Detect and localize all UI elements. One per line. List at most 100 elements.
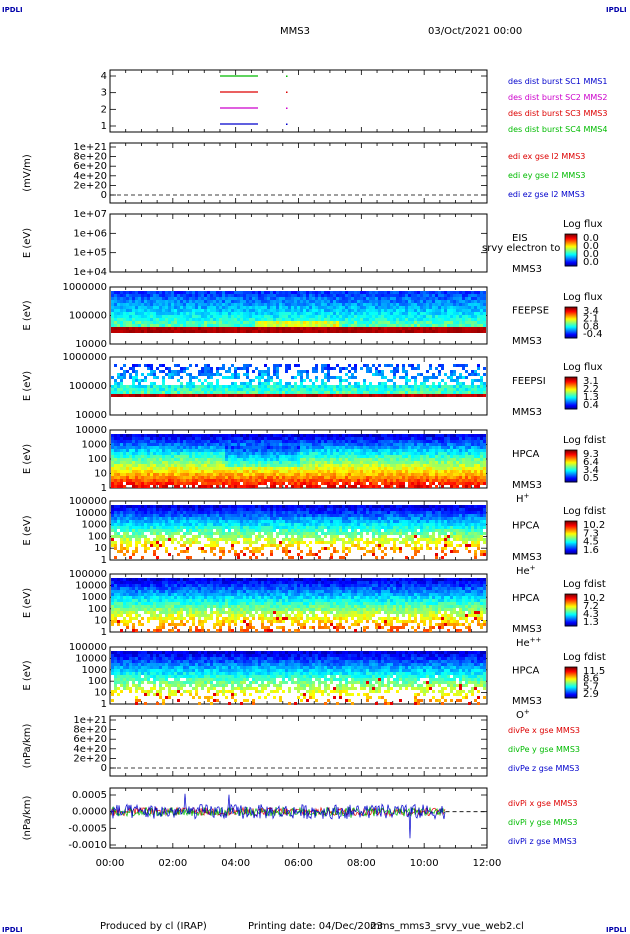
heatmap-cell <box>312 385 315 388</box>
heatmap-cell <box>465 297 468 300</box>
heatmap-cell <box>441 327 444 330</box>
heatmap-cell <box>450 306 453 309</box>
heatmap-cell <box>234 315 237 318</box>
heatmap-cell <box>321 470 324 473</box>
heatmap-cell <box>183 464 186 467</box>
heatmap-cell <box>303 461 306 464</box>
heatmap-cell <box>297 476 300 479</box>
heatmap-cell <box>297 370 300 373</box>
heatmap-cell <box>285 367 288 370</box>
heatmap-cell <box>282 470 285 473</box>
heatmap-cell <box>396 458 399 461</box>
heatmap-cell <box>381 385 384 388</box>
heatmap-cell <box>387 476 390 479</box>
heatmap-cell <box>285 315 288 318</box>
heatmap-cell <box>396 315 399 318</box>
heatmap-cell <box>336 455 339 458</box>
heatmap-cell <box>195 327 198 330</box>
heatmap-cell <box>414 443 417 446</box>
heatmap-cell <box>342 443 345 446</box>
heatmap-cell <box>384 443 387 446</box>
heatmap-cell <box>186 452 189 455</box>
heatmap-cell <box>162 470 165 473</box>
heatmap-cell <box>375 476 378 479</box>
heatmap-cell <box>402 449 405 452</box>
heatmap-cell <box>330 321 333 324</box>
heatmap-cell <box>369 294 372 297</box>
heatmap-cell <box>303 443 306 446</box>
colorbar-swatch <box>565 316 577 318</box>
heatmap-cell <box>168 300 171 303</box>
heatmap-cell <box>363 388 366 391</box>
heatmap-cell <box>318 437 321 440</box>
heatmap-cell <box>144 434 147 437</box>
heatmap-cell <box>210 479 213 482</box>
heatmap-cell <box>363 309 366 312</box>
y-tick-label: 100000 <box>69 381 107 392</box>
heatmap-cell <box>297 330 300 333</box>
heatmap-cell <box>192 309 195 312</box>
heatmap-cell <box>240 324 243 327</box>
heatmap-cell <box>399 452 402 455</box>
heatmap-cell <box>348 385 351 388</box>
heatmap-cell <box>414 446 417 449</box>
heatmap-cell <box>417 464 420 467</box>
heatmap-cell <box>129 373 132 376</box>
heatmap-cell <box>276 446 279 449</box>
heatmap-cell <box>327 385 330 388</box>
heatmap-cell <box>243 391 246 394</box>
heatmap-cell <box>222 294 225 297</box>
heatmap-cell <box>168 294 171 297</box>
heatmap-cell <box>171 324 174 327</box>
heatmap-cell <box>186 391 189 394</box>
heatmap-cell <box>162 485 165 488</box>
heatmap-cell <box>429 367 432 370</box>
heatmap-cell <box>240 440 243 443</box>
heatmap-cell <box>171 330 174 333</box>
heatmap-cell <box>282 300 285 303</box>
heatmap-cell <box>276 382 279 385</box>
heatmap-cell <box>201 291 204 294</box>
heatmap-cell <box>321 294 324 297</box>
heatmap-cell <box>153 461 156 464</box>
heatmap-cell <box>129 437 132 440</box>
heatmap-cell <box>408 294 411 297</box>
heatmap-cell <box>405 470 408 473</box>
heatmap-cell <box>399 315 402 318</box>
heatmap-cell <box>297 324 300 327</box>
heatmap-cell <box>111 458 114 461</box>
heatmap-cell <box>111 476 114 479</box>
heatmap-cell <box>213 327 216 330</box>
heatmap-cell <box>396 294 399 297</box>
heatmap-cell <box>231 312 234 315</box>
heatmap-cell <box>246 306 249 309</box>
heatmap-cell <box>393 388 396 391</box>
heatmap-cell <box>483 303 486 306</box>
heatmap-cell <box>150 455 153 458</box>
heatmap-cell <box>204 367 207 370</box>
heatmap-cell <box>246 482 249 485</box>
heatmap-cell <box>231 364 234 367</box>
heatmap-cell <box>225 294 228 297</box>
heatmap-cell <box>297 306 300 309</box>
heatmap-cell <box>285 434 288 437</box>
heatmap-cell <box>138 330 141 333</box>
heatmap-cell <box>123 473 126 476</box>
heatmap-cell <box>270 300 273 303</box>
heatmap-cell <box>228 324 231 327</box>
heatmap-cell <box>465 391 468 394</box>
heatmap-cell <box>387 452 390 455</box>
heatmap-cell <box>303 321 306 324</box>
heatmap-cell <box>243 315 246 318</box>
heatmap-cell <box>351 391 354 394</box>
heatmap-cell <box>261 479 264 482</box>
heatmap-cell <box>399 470 402 473</box>
heatmap-cell <box>318 485 321 488</box>
heatmap-cell <box>426 376 429 379</box>
y-tick-label: 1 <box>101 483 107 494</box>
heatmap-cell <box>402 467 405 470</box>
heatmap-cell <box>210 470 213 473</box>
heatmap-cell <box>345 394 348 397</box>
heatmap-cell <box>186 385 189 388</box>
heatmap-cell <box>453 300 456 303</box>
